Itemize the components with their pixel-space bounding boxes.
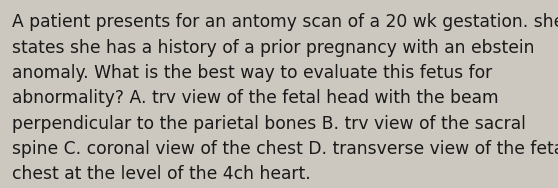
Text: A patient presents for an antomy scan of a 20 wk gestation. she: A patient presents for an antomy scan of… xyxy=(12,13,558,31)
Text: states she has a history of a prior pregnancy with an ebstein: states she has a history of a prior preg… xyxy=(12,39,535,57)
Text: abnormality? A. trv view of the fetal head with the beam: abnormality? A. trv view of the fetal he… xyxy=(12,89,499,107)
Text: perpendicular to the parietal bones B. trv view of the sacral: perpendicular to the parietal bones B. t… xyxy=(12,115,526,133)
Text: anomaly. What is the best way to evaluate this fetus for: anomaly. What is the best way to evaluat… xyxy=(12,64,493,82)
Text: chest at the level of the 4ch heart.: chest at the level of the 4ch heart. xyxy=(12,165,311,183)
Text: spine C. coronal view of the chest D. transverse view of the fetal: spine C. coronal view of the chest D. tr… xyxy=(12,140,558,158)
